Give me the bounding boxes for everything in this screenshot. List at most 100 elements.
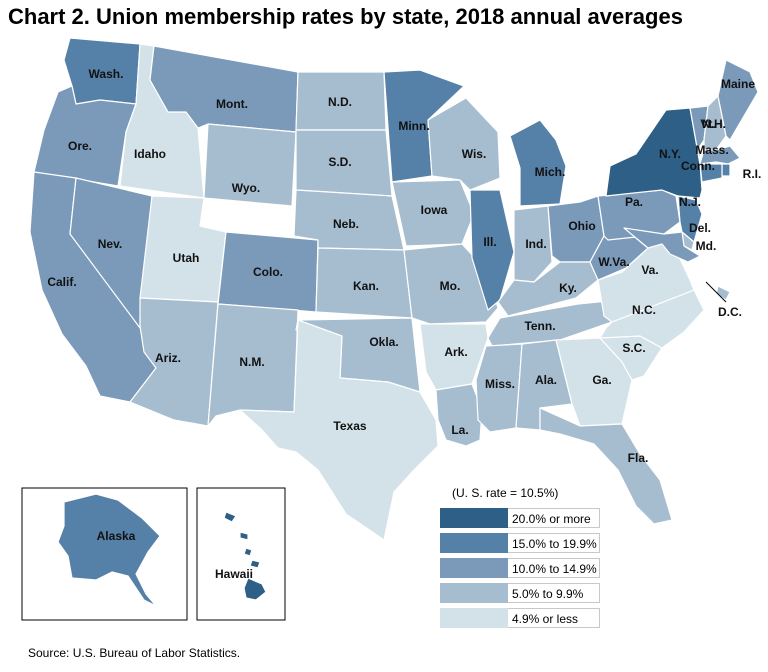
state-label-nd: N.D. [328, 95, 352, 109]
state-shape-ri [721, 163, 731, 177]
state-label-va: Va. [641, 263, 658, 277]
state-label-ark: Ark. [444, 345, 467, 359]
state-label-wva: W.Va. [598, 255, 629, 269]
chart-title: Chart 2. Union membership rates by state… [8, 4, 683, 29]
state-label-vt: Vt. [700, 117, 715, 131]
legend-label: 4.9% or less [507, 608, 600, 628]
legend-item: 20.0% or more [440, 508, 600, 528]
state-label-wis: Wis. [462, 147, 487, 161]
state-label-iowa: Iowa [421, 203, 448, 217]
state-label-ny: N.Y. [659, 147, 681, 161]
state-shape-md [623, 227, 701, 263]
state-label-wyo: Wyo. [232, 181, 260, 195]
legend-item: 10.0% to 14.9% [440, 558, 600, 578]
state-label-calif: Calif. [47, 275, 76, 289]
state-label-kan: Kan. [353, 279, 379, 293]
state-label-dc: D.C. [718, 305, 742, 319]
state-label-hawaii: Hawaii [215, 567, 253, 581]
legend-item: 4.9% or less [440, 608, 600, 628]
state-label-ri: R.I. [743, 167, 762, 181]
state-shape-vt [689, 105, 709, 165]
state-shape-conn [699, 163, 723, 183]
state-shape-ind [513, 205, 553, 283]
state-label-ariz: Ariz. [155, 351, 181, 365]
legend-swatch [440, 508, 508, 528]
state-label-la: La. [451, 423, 468, 437]
state-label-texas: Texas [333, 419, 366, 433]
dc-leader-line [705, 281, 727, 303]
hawaii-island-shape [249, 559, 261, 569]
state-label-nev: Nev. [98, 237, 122, 251]
state-shape-fla [539, 407, 673, 525]
legend-swatch [440, 533, 508, 553]
state-label-colo: Colo. [253, 265, 283, 279]
state-label-minn: Minn. [398, 119, 429, 133]
state-shape-wyo [203, 123, 297, 207]
hawaii-island-shape [223, 511, 237, 523]
state-label-alaska: Alaska [97, 529, 136, 543]
state-shape-alaska [57, 493, 161, 607]
state-label-del: Del. [689, 221, 711, 235]
state-label-nm: N.M. [239, 355, 264, 369]
state-shape-la [435, 383, 483, 447]
state-shape-hawaii [243, 577, 267, 601]
state-shape-ore [33, 85, 137, 187]
state-label-ohio: Ohio [568, 219, 595, 233]
state-label-md: Md. [696, 239, 717, 253]
legend-item: 5.0% to 9.9% [440, 583, 600, 603]
state-label-fla: Fla. [628, 451, 649, 465]
hawaii-island-shape [243, 547, 253, 557]
legend-swatch [440, 583, 508, 603]
legend-swatch [440, 608, 508, 628]
state-label-neb: Neb. [333, 217, 359, 231]
state-shape-mass [699, 145, 741, 165]
state-label-wash: Wash. [89, 67, 124, 81]
state-label-ore: Ore. [68, 139, 92, 153]
state-shape-maine [717, 59, 759, 141]
state-shape-texas [239, 319, 439, 541]
state-label-mo: Mo. [440, 279, 461, 293]
state-label-nh: N.H. [702, 117, 726, 131]
state-label-conn: Conn. [681, 159, 715, 173]
state-label-mass: Mass. [695, 143, 728, 157]
state-label-miss: Miss. [485, 377, 515, 391]
source-note: Source: U.S. Bureau of Labor Statistics. [28, 646, 241, 660]
state-label-pa: Pa. [625, 195, 643, 209]
legend-item: 15.0% to 19.9% [440, 533, 600, 553]
state-label-maine: Maine [721, 77, 755, 91]
alaska-inset-frame [21, 487, 188, 621]
legend-title: (U. S. rate = 10.5%) [452, 486, 559, 500]
state-label-sd: S.D. [328, 155, 351, 169]
legend-label: 20.0% or more [507, 508, 600, 528]
state-shape-nc [599, 289, 705, 349]
state-label-ill: Ill. [483, 235, 496, 249]
state-shape-dc [715, 285, 731, 301]
state-shape-utah [139, 195, 227, 303]
state-label-ind: Ind. [525, 237, 546, 251]
legend-label: 15.0% to 19.9% [507, 533, 600, 553]
legend-label: 5.0% to 9.9% [507, 583, 600, 603]
state-label-nc: N.C. [632, 303, 656, 317]
hawaii-inset-frame [196, 487, 286, 621]
state-label-mich: Mich. [535, 165, 566, 179]
state-label-ala: Ala. [535, 373, 557, 387]
state-label-idaho: Idaho [134, 147, 166, 161]
state-label-ky: Ky. [559, 281, 577, 295]
legend: (U. S. rate = 10.5%) 20.0% or more 15.0%… [440, 486, 600, 633]
state-shape-wis [427, 97, 501, 191]
state-label-mont: Mont. [216, 97, 248, 111]
state-label-tenn: Tenn. [524, 319, 555, 333]
state-label-okla: Okla. [369, 335, 398, 349]
state-label-nj: N.J. [679, 195, 701, 209]
state-shape-ny [605, 107, 703, 199]
state-label-sc: S.C. [622, 341, 645, 355]
legend-label: 10.0% to 14.9% [507, 558, 600, 578]
hawaii-island-shape [239, 531, 249, 541]
state-shape-mich [509, 119, 567, 207]
legend-swatch [440, 558, 508, 578]
state-shape-iowa [391, 179, 475, 247]
state-label-utah: Utah [173, 251, 200, 265]
state-label-ga: Ga. [592, 373, 611, 387]
